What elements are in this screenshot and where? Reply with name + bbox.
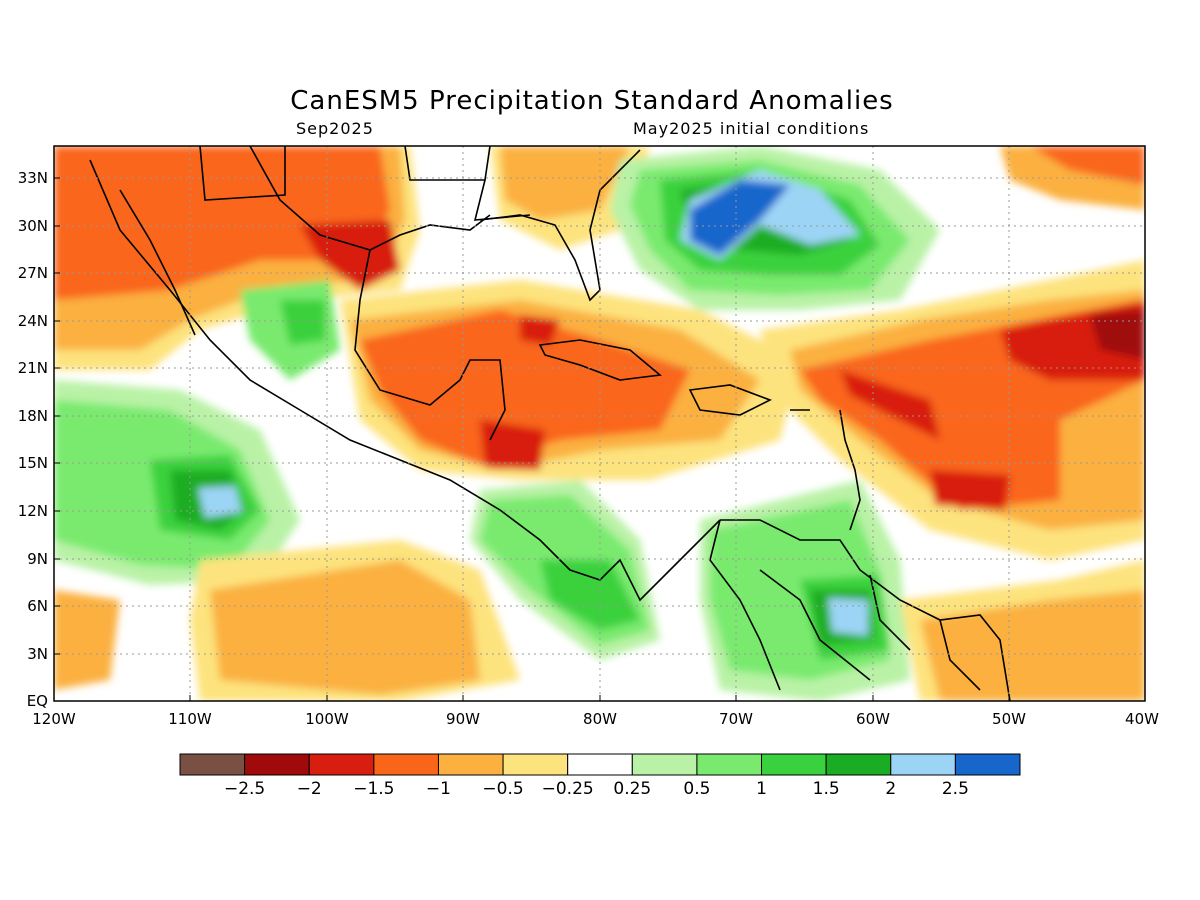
- colorbar-label: −2.5: [224, 779, 265, 799]
- lat-label: 33N: [18, 169, 48, 187]
- lon-label: 80W: [583, 710, 617, 728]
- lat-label: 3N: [27, 645, 48, 663]
- forecast-month: Sep2025: [296, 119, 374, 138]
- colorbar-label: −2: [297, 779, 322, 799]
- colorbar-label: 2: [885, 779, 896, 799]
- lat-label: 27N: [18, 264, 48, 282]
- colorbar-label: −0.25: [542, 779, 594, 799]
- lon-label: 90W: [446, 710, 480, 728]
- lat-label: 9N: [27, 550, 48, 568]
- colorbar-swatch: [244, 753, 310, 776]
- colorbar-label: 0.5: [683, 779, 710, 799]
- lat-label: 12N: [18, 502, 48, 520]
- coastlines: [89, 146, 1011, 701]
- lat-label: 18N: [18, 407, 48, 425]
- lat-label: 15N: [18, 454, 48, 472]
- lat-label: 21N: [18, 359, 48, 377]
- lat-label: 24N: [18, 312, 48, 330]
- colorbar-labels: −2.5 −2 −1.5 −1 −0.5 −0.25 0.25 0.5 1 1.5 2 2.5: [224, 779, 969, 799]
- lon-labels: 120W 110W 100W 90W 80W 70W 60W 50W 40W: [32, 710, 1159, 728]
- colorbar-label: 1: [756, 779, 767, 799]
- lat-label: 30N: [18, 217, 48, 235]
- colorbar-label: −1.5: [353, 779, 394, 799]
- lon-label: 110W: [168, 710, 212, 728]
- colorbar-swatch: [825, 753, 892, 776]
- gridlines: [54, 146, 1145, 701]
- lon-label: 50W: [992, 710, 1026, 728]
- colorbar-label: 1.5: [813, 779, 840, 799]
- colorbar-swatch: [373, 753, 439, 776]
- colorbar-swatch: [308, 753, 375, 776]
- lon-label: 40W: [1125, 710, 1159, 728]
- lat-label: EQ: [27, 692, 48, 710]
- colorbar-label: −1: [426, 779, 451, 799]
- map-title: CanESM5 Precipitation Standard Anomalies: [290, 86, 894, 116]
- colorbar-swatch: [502, 753, 569, 776]
- lon-label: 60W: [856, 710, 890, 728]
- anomaly-field: [54, 146, 1145, 701]
- lon-label: 100W: [305, 710, 349, 728]
- lon-label: 120W: [32, 710, 76, 728]
- initial-conditions: May2025 initial conditions: [633, 119, 870, 138]
- colorbar-label: 2.5: [942, 779, 969, 799]
- colorbar-swatch: [567, 753, 633, 776]
- colorbar-label: 0.25: [613, 779, 651, 799]
- colorbar: [179, 753, 1021, 776]
- lat-label: 6N: [27, 597, 48, 615]
- colorbar-swatch: [954, 753, 1021, 776]
- lat-labels: 33N 30N 27N 24N 21N 18N 15N 12N 9N 6N 3N…: [18, 169, 48, 710]
- colorbar-swatch: [890, 753, 956, 776]
- colorbar-label: −0.5: [482, 779, 523, 799]
- colorbar-swatch: [437, 753, 504, 776]
- colorbar-swatch: [179, 753, 246, 776]
- colorbar-swatch: [696, 753, 763, 776]
- colorbar-swatch: [761, 753, 827, 776]
- tick-marks: [54, 177, 1010, 701]
- colorbar-swatch: [631, 753, 698, 776]
- lon-label: 70W: [719, 710, 753, 728]
